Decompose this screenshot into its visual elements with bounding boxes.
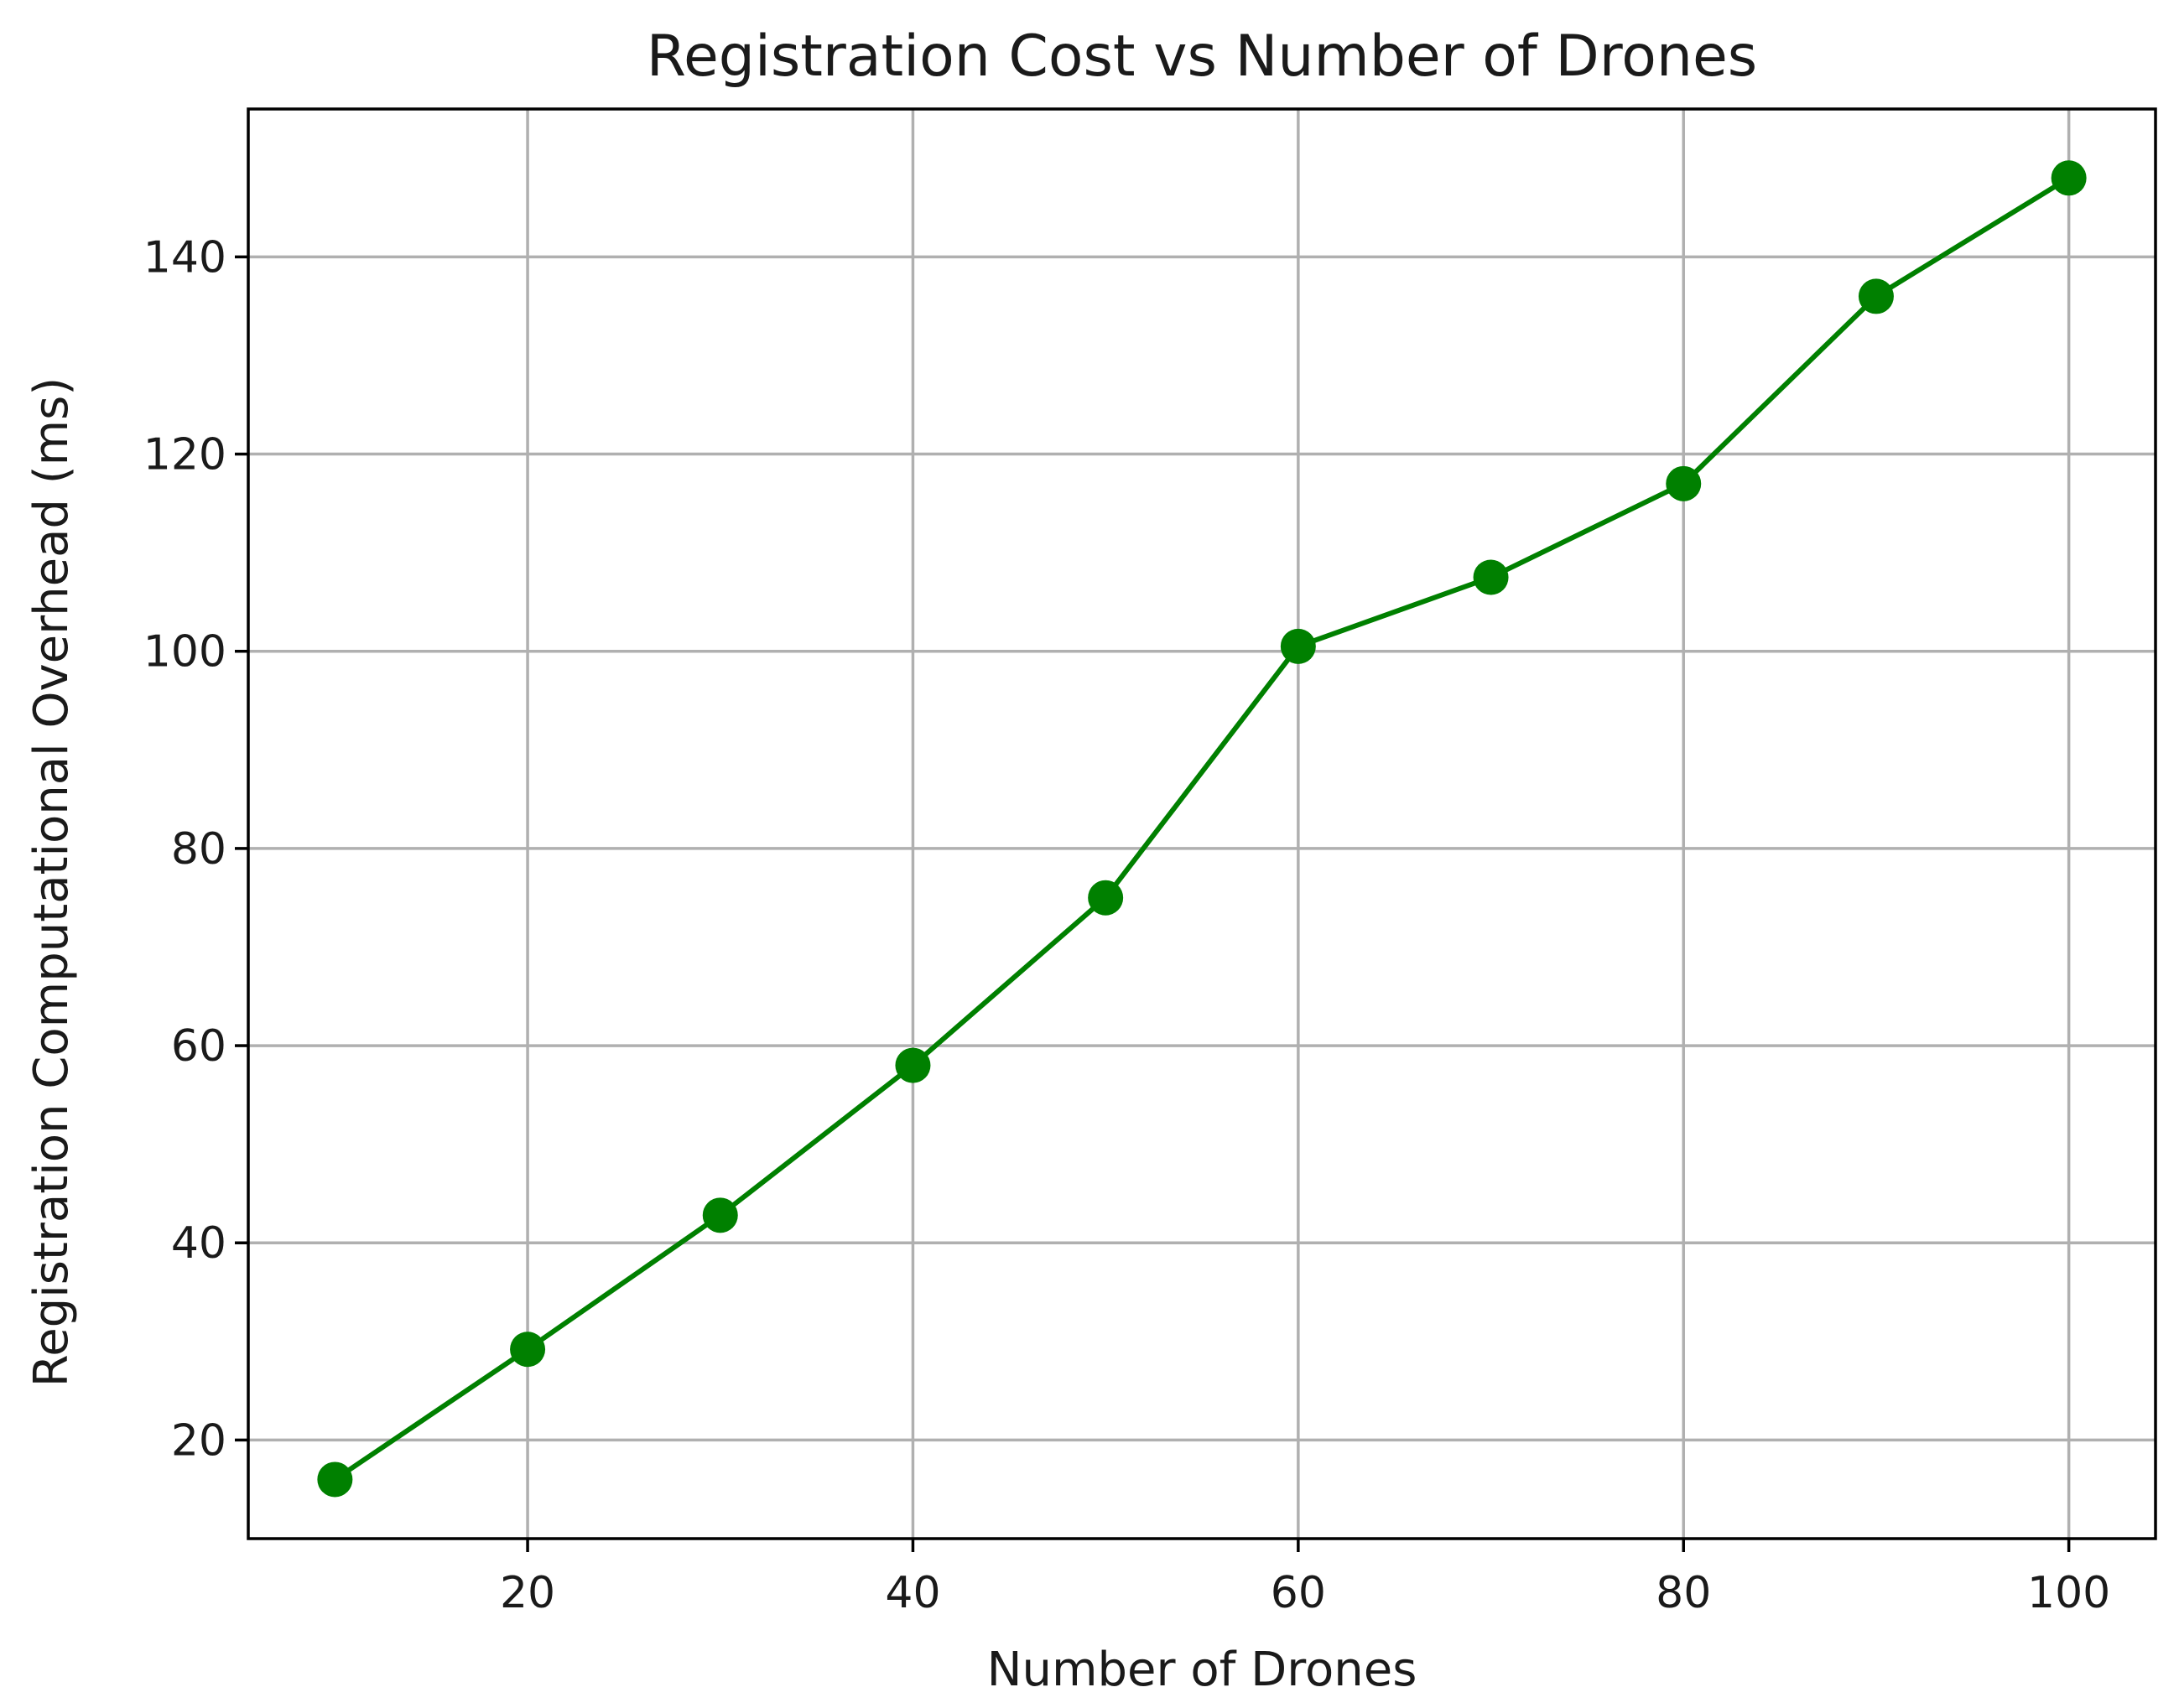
data-point — [702, 1197, 738, 1233]
y-tick-label: 120 — [143, 430, 226, 480]
y-tick-label: 140 — [143, 232, 226, 283]
x-axis-label: Number of Drones — [987, 1643, 1417, 1697]
y-tick-label: 60 — [171, 1021, 226, 1072]
chart-title: Registration Cost vs Number of Drones — [647, 23, 1757, 90]
grid — [248, 109, 2156, 1539]
data-point — [317, 1461, 353, 1498]
data-point — [2051, 160, 2087, 196]
y-tick-label: 80 — [171, 824, 226, 875]
y-axis-label: Registration Computational Overhead (ms) — [24, 377, 79, 1387]
x-tick-label: 40 — [885, 1568, 940, 1618]
data-point — [510, 1332, 546, 1368]
data-point — [1473, 559, 1509, 595]
plot-area-frame — [247, 107, 2157, 1540]
y-tick-label: 40 — [171, 1218, 226, 1269]
series-layer — [317, 160, 2087, 1498]
axis-ticks: 20 40 60 80 100 20 40 60 80 100 120 140 — [143, 232, 2111, 1618]
data-point — [1666, 465, 1702, 501]
series-line — [333, 175, 2071, 1482]
x-tick-label: 100 — [2027, 1568, 2110, 1618]
x-tick-label: 60 — [1271, 1568, 1326, 1618]
data-point — [1088, 880, 1124, 916]
data-point — [1858, 278, 1894, 314]
data-point — [895, 1047, 931, 1083]
y-tick-label: 20 — [171, 1415, 226, 1466]
x-tick-label: 20 — [500, 1568, 555, 1618]
x-tick-label: 80 — [1656, 1568, 1711, 1618]
y-tick-label: 100 — [143, 627, 226, 677]
data-point — [1280, 628, 1316, 664]
